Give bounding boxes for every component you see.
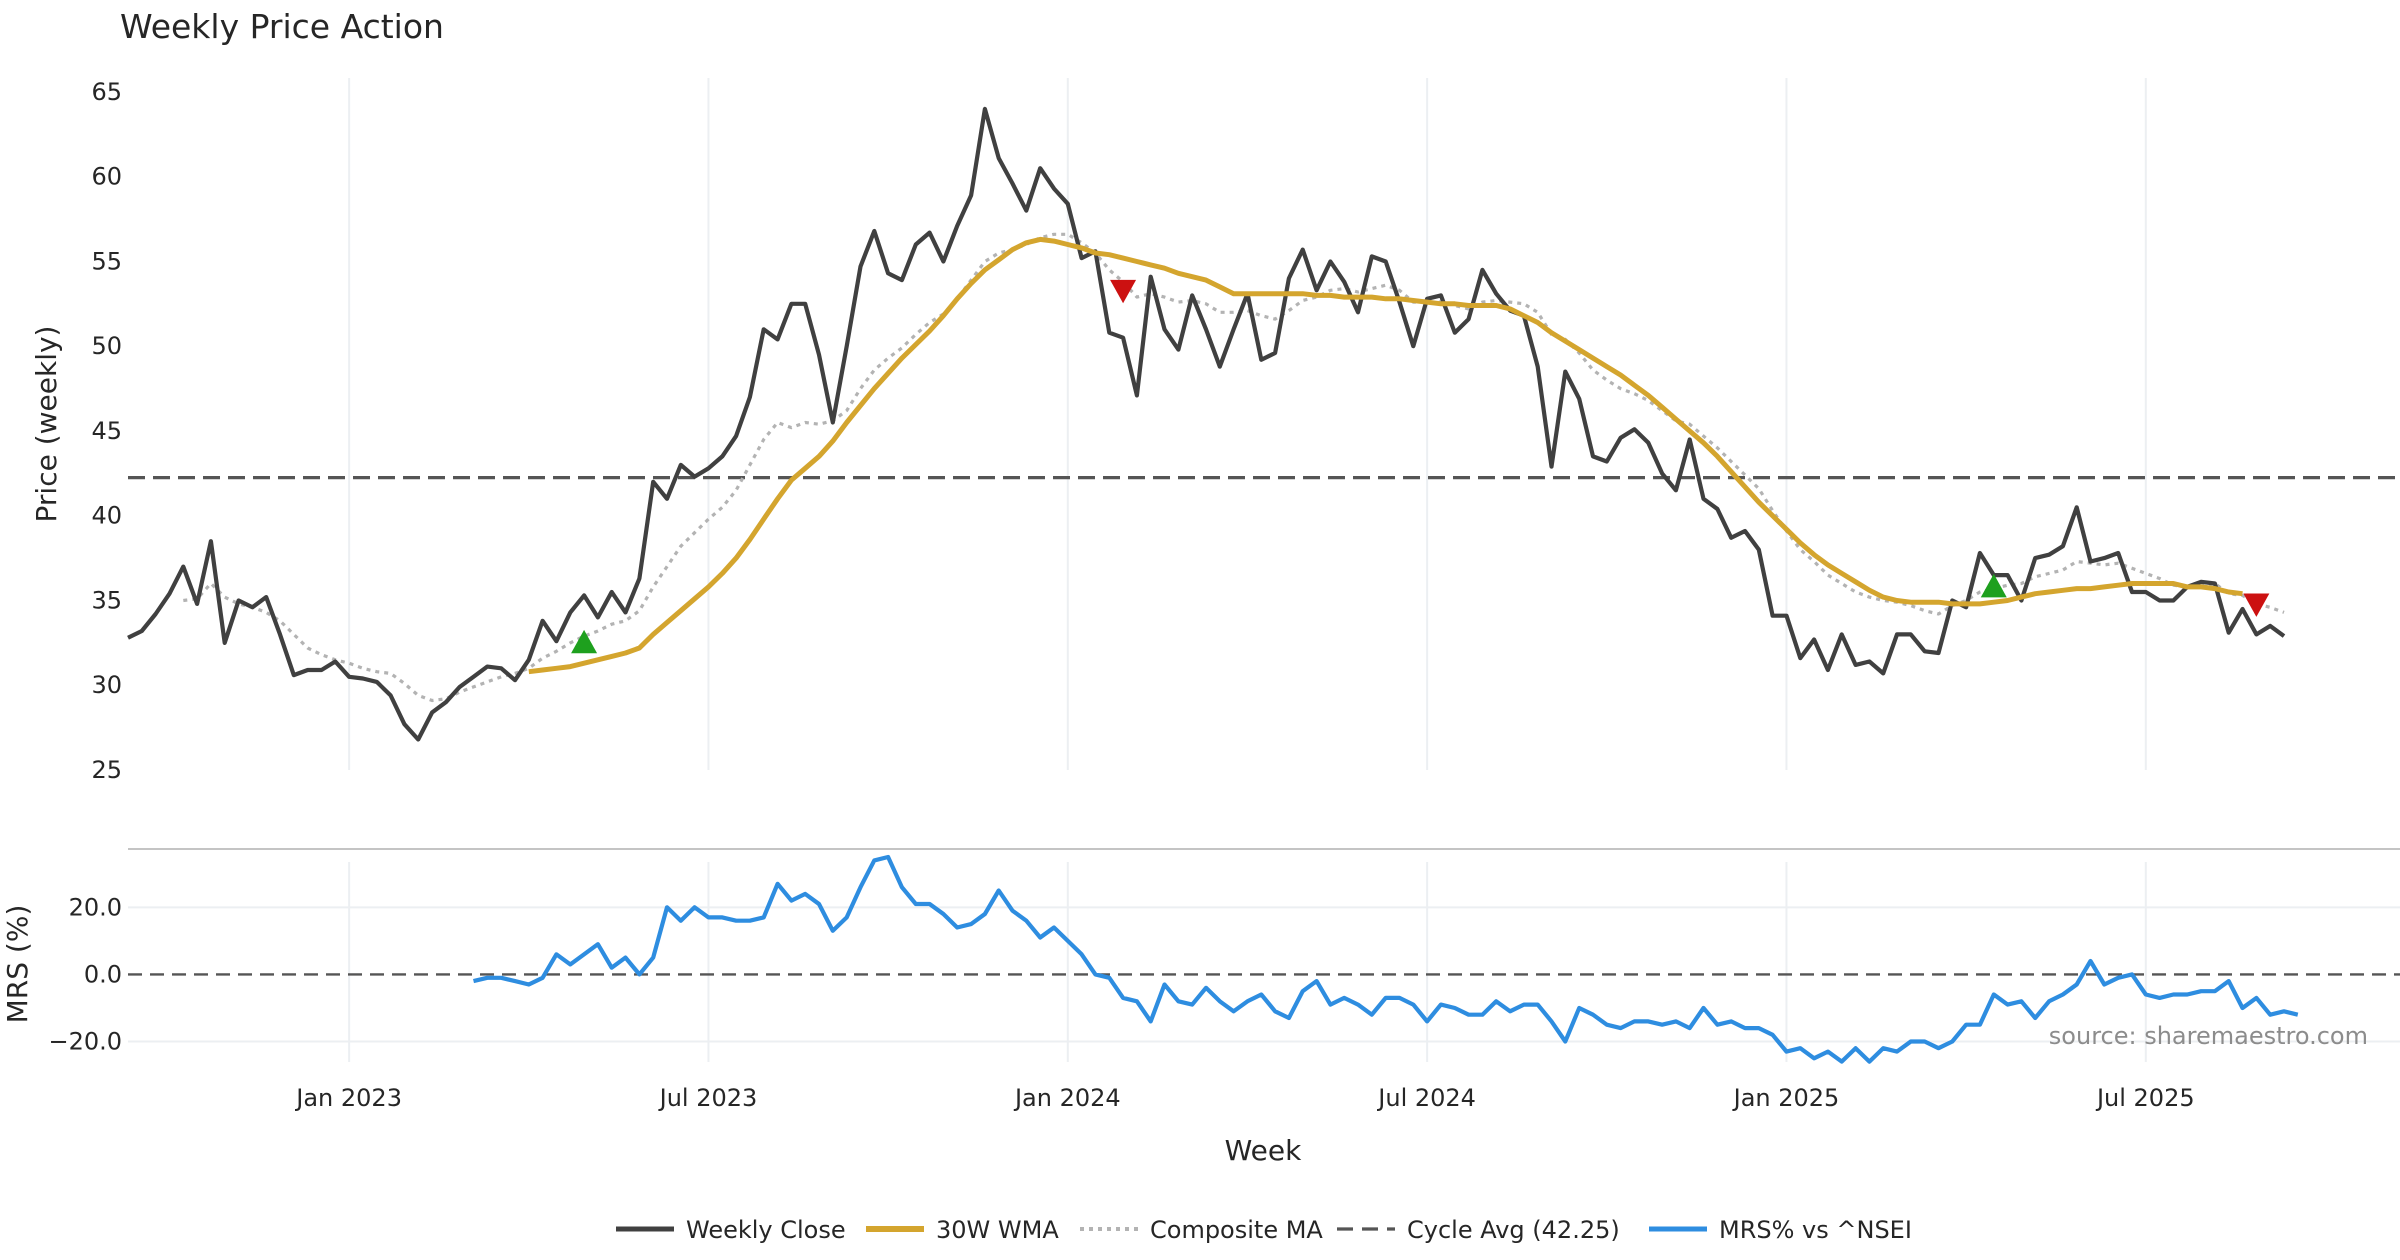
price-y-tick-label: 55 [91, 247, 122, 275]
source-note: source: sharemaestro.com [2049, 1022, 2368, 1050]
composite-ma-line [183, 232, 2285, 703]
price-y-tick-label: 30 [91, 671, 122, 699]
legend-label: Composite MA [1150, 1216, 1323, 1244]
price-y-tick-label: 60 [91, 163, 122, 191]
price-y-tick-label: 25 [91, 756, 122, 784]
price-y-axis-label: Price (weekly) [30, 326, 63, 523]
legend-label: Weekly Close [686, 1216, 846, 1244]
legend-label: Cycle Avg (42.25) [1407, 1216, 1620, 1244]
price-y-tick-label: 35 [91, 586, 122, 614]
price-y-tick-label: 65 [91, 78, 122, 106]
mrs-y-tick-label: 0.0 [84, 960, 122, 988]
chart-title: Weekly Price Action [120, 7, 444, 46]
price-y-axis: 25 30 35 40 45 50 55 60 65 [91, 78, 122, 784]
price-series [127, 106, 2286, 742]
buy-signal-marker [1980, 573, 2007, 598]
mrs-y-tick-label: −20.0 [48, 1028, 122, 1056]
mrs-grid [128, 862, 2400, 1062]
sell-signal-marker [2243, 593, 2270, 617]
x-axis: Jan 2023 Jul 2023 Jan 2024 Jul 2024 Jan 2025… [294, 1084, 2194, 1112]
mrs-y-axis: 20.0 0.0 −20.0 [48, 893, 122, 1055]
legend-label: MRS% vs ^NSEI [1719, 1216, 1912, 1244]
price-y-tick-label: 40 [91, 502, 122, 530]
wma-30-line [528, 236, 2243, 675]
signal-markers [571, 279, 2270, 654]
x-tick-label: Jan 2023 [294, 1084, 402, 1112]
mrs-series [473, 854, 2299, 1064]
mrs-y-tick-label: 20.0 [69, 893, 122, 921]
price-y-tick-label: 50 [91, 332, 122, 360]
x-tick-label: Jul 2024 [1376, 1084, 1476, 1112]
x-tick-label: Jul 2025 [2095, 1084, 2195, 1112]
mrs-line [473, 854, 2299, 1064]
mrs-y-axis-label: MRS (%) [1, 905, 34, 1024]
x-tick-label: Jul 2023 [658, 1084, 758, 1112]
x-tick-label: Jan 2025 [1732, 1084, 1840, 1112]
weekly-close-line [127, 106, 2286, 742]
legend: Weekly Close 30W WMA Composite MA Cycle Avg… [616, 1216, 1912, 1244]
buy-signal-marker [571, 629, 598, 654]
sell-signal-marker [1110, 279, 1137, 304]
legend-label: 30W WMA [936, 1216, 1059, 1244]
price-y-tick-label: 45 [91, 417, 122, 445]
x-tick-label: Jan 2024 [1013, 1084, 1121, 1112]
x-axis-label: Week [1225, 1134, 1302, 1167]
price-grid [348, 78, 2147, 770]
